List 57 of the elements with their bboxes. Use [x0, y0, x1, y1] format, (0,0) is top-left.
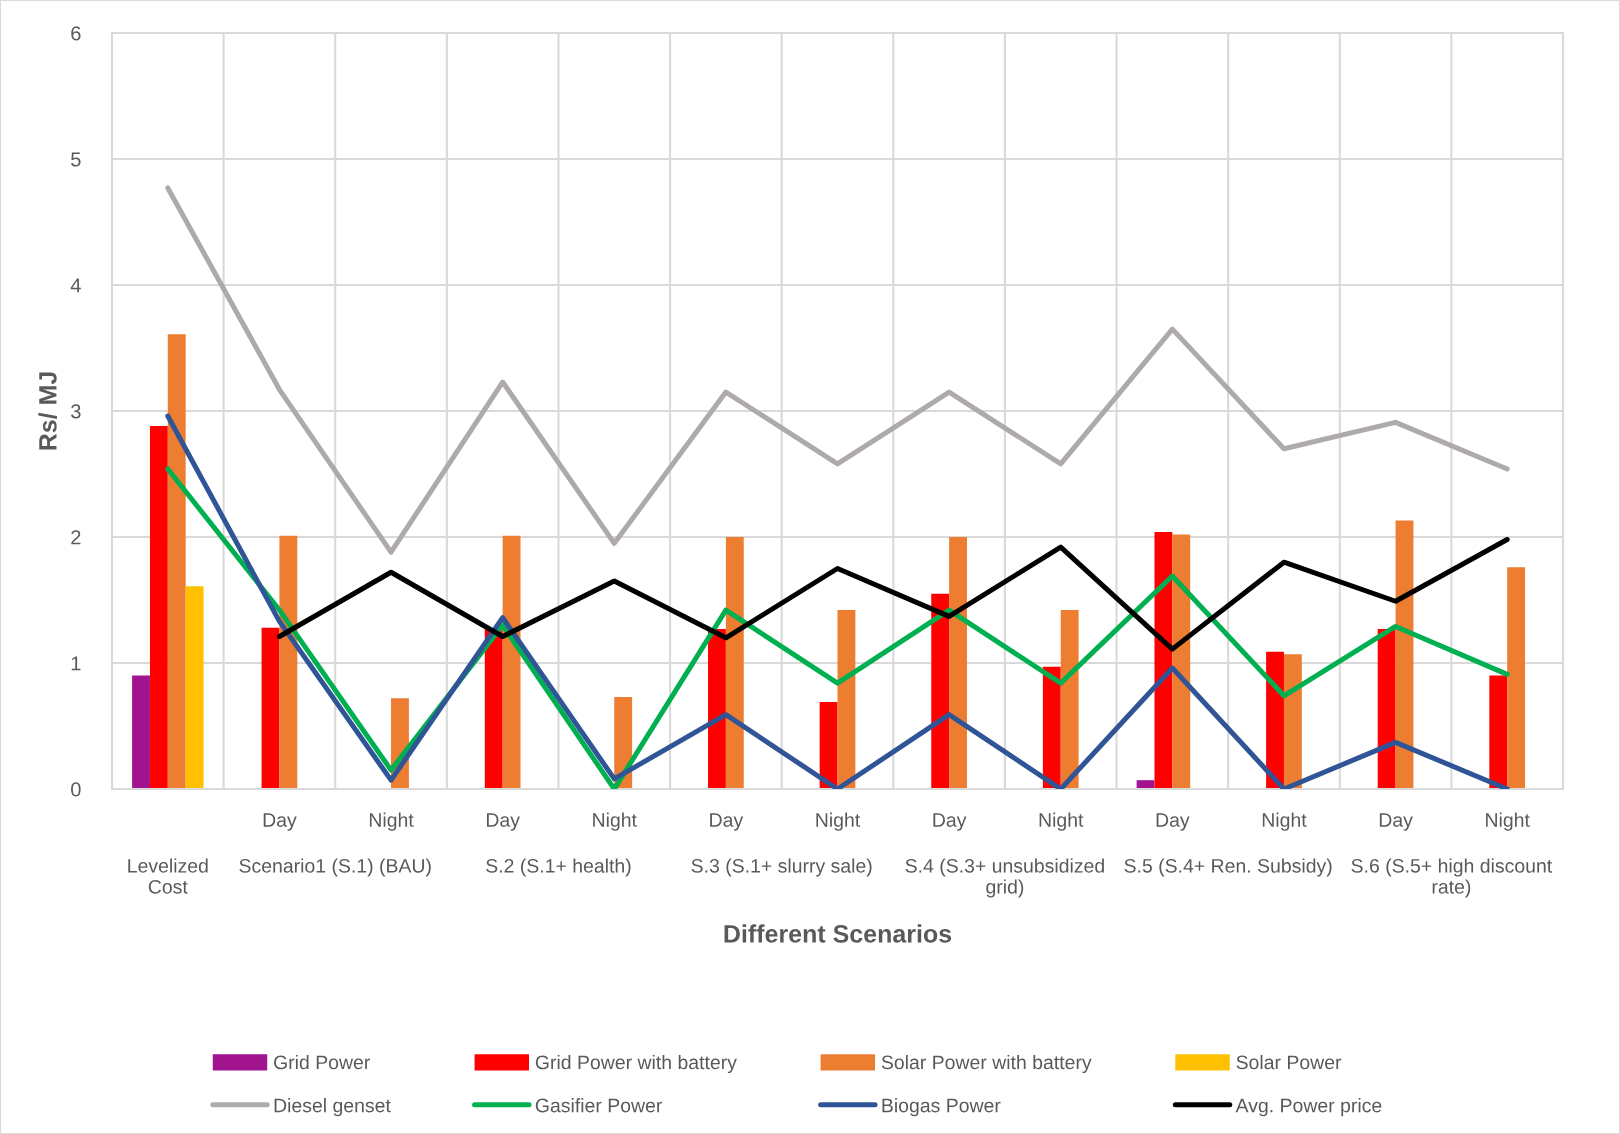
y-tick-label: 3: [71, 404, 81, 419]
legend-label: Avg. Power price: [1235, 1098, 1382, 1117]
legend-label: Solar Power with battery: [881, 1054, 1092, 1074]
x-tick-label: Night: [1039, 812, 1084, 831]
bar: [167, 334, 186, 789]
x-tick-label: Day: [1156, 813, 1190, 831]
y-tick-label: 4: [70, 278, 81, 293]
bar: [185, 586, 204, 789]
y-tick-label: 0: [71, 782, 81, 797]
bar: [1154, 531, 1173, 789]
bar: [132, 675, 150, 789]
y-tick-label: 2: [71, 530, 81, 545]
bar: [708, 628, 726, 789]
text: S.6 (S.5+ high discount rate): [1351, 858, 1553, 898]
bar: [1507, 567, 1526, 789]
x-tick-label: Night: [1262, 812, 1307, 831]
bar: [1060, 610, 1079, 789]
x-tick-label: Day: [710, 813, 744, 831]
bar: [279, 535, 298, 789]
text: Levelized Cost: [128, 858, 208, 894]
text: S.4 (S.3+ unsubsidized grid): [905, 858, 1104, 898]
x-tick-label: Day: [1379, 813, 1413, 831]
text: S.5 (S.4+ Ren. Subsidy): [1124, 858, 1332, 877]
y-tick-label: 5: [71, 152, 81, 167]
bar: [502, 535, 521, 789]
text: S.3 (S.1+ slurry sale): [691, 858, 872, 877]
bar: [949, 537, 967, 789]
text: S.2 (S.1+ health): [486, 858, 631, 877]
x-tick-label: Night: [816, 812, 861, 831]
bar: [484, 628, 503, 789]
bar: [1489, 675, 1508, 789]
legend-label: Grid Power with battery: [535, 1054, 737, 1074]
x-tick-label: Night: [369, 812, 414, 831]
bar: [149, 426, 168, 789]
y-tick-label: 6: [71, 26, 81, 41]
bar: [837, 610, 856, 789]
bar: [1283, 654, 1302, 789]
legend-label: Gasifier Power: [535, 1098, 663, 1113]
y-tick-label: 1: [71, 656, 81, 671]
x-axis-title: Different Scenarios: [724, 924, 952, 943]
bar: [261, 627, 280, 789]
bar: [725, 537, 744, 789]
y-axis-title: Rs/ MJ: [38, 372, 57, 450]
bar: [1042, 666, 1061, 789]
legend-label: Grid Power: [274, 1054, 370, 1070]
x-tick-label: Night: [593, 812, 637, 831]
x-tick-label: Day: [263, 813, 297, 831]
bar: [1377, 628, 1396, 789]
legend-label: Solar Power: [1236, 1054, 1342, 1070]
x-tick-label: Day: [486, 813, 520, 831]
x-tick-label: Night: [1486, 812, 1530, 831]
x-tick-label: Day: [933, 813, 967, 831]
bar: [931, 593, 950, 789]
legend-label: Diesel genset: [274, 1098, 391, 1117]
bar: [1172, 534, 1191, 789]
text: Scenario1 (S.1) (BAU): [239, 858, 431, 877]
legend-label: Biogas Power: [882, 1098, 1001, 1117]
